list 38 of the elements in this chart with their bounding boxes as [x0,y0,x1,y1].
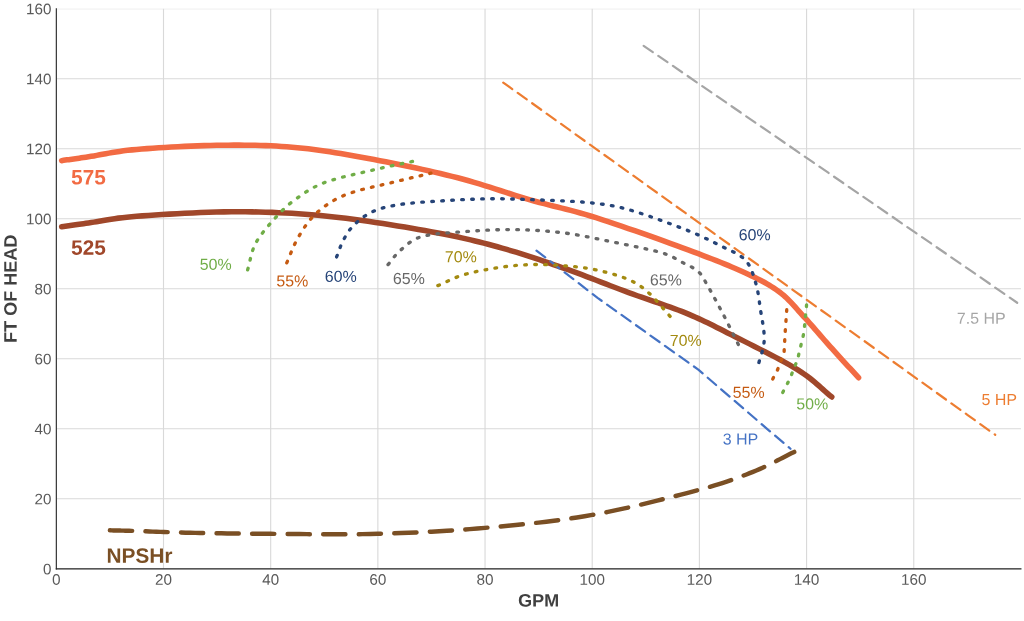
annotation: 65% [393,272,425,285]
y-axis-title: FT OF HEAD [4,235,17,342]
x-tick-label: 20 [155,574,172,585]
x-tick-label: 120 [687,574,712,585]
y-tick-label: 40 [34,423,51,435]
annotation: 55% [276,275,308,287]
annotation: 525 [71,240,106,255]
x-axis-title: GPM [518,593,558,607]
annotation: 70% [670,334,702,347]
annotation: 65% [650,274,682,286]
y-tick-label: 160 [27,3,51,15]
x-tick-label: 0 [52,574,60,585]
y-tick-label: 120 [27,143,51,155]
line-series [535,249,792,450]
annotation: 55% [733,386,765,398]
y-tick-label: 0 [43,563,51,575]
annotation: 575 [71,170,106,185]
annotation: 60% [325,270,357,283]
y-tick-label: 100 [27,213,51,225]
x-tick-label: 140 [794,574,819,585]
annotation: 50% [796,398,828,410]
x-tick-label: 80 [477,574,493,585]
x-tick-label: 160 [902,574,926,585]
y-tick-label: 20 [35,493,51,505]
x-tick-label: 40 [262,574,279,585]
annotation: 3 HP [723,433,758,445]
annotation: 70% [445,251,477,263]
line-series [770,308,789,382]
annotation: 50% [200,258,232,270]
x-tick-label: 100 [580,574,605,585]
x-tick-label: 60 [370,574,386,585]
y-tick-label: 80 [35,283,51,295]
annotation: 5 HP [982,394,1017,406]
annotation: 7.5 HP [957,312,1005,324]
y-tick-label: 140 [27,73,51,85]
annotation: NPSHr [107,548,173,564]
y-tick-label: 60 [35,353,51,365]
annotation: 60% [739,229,771,241]
